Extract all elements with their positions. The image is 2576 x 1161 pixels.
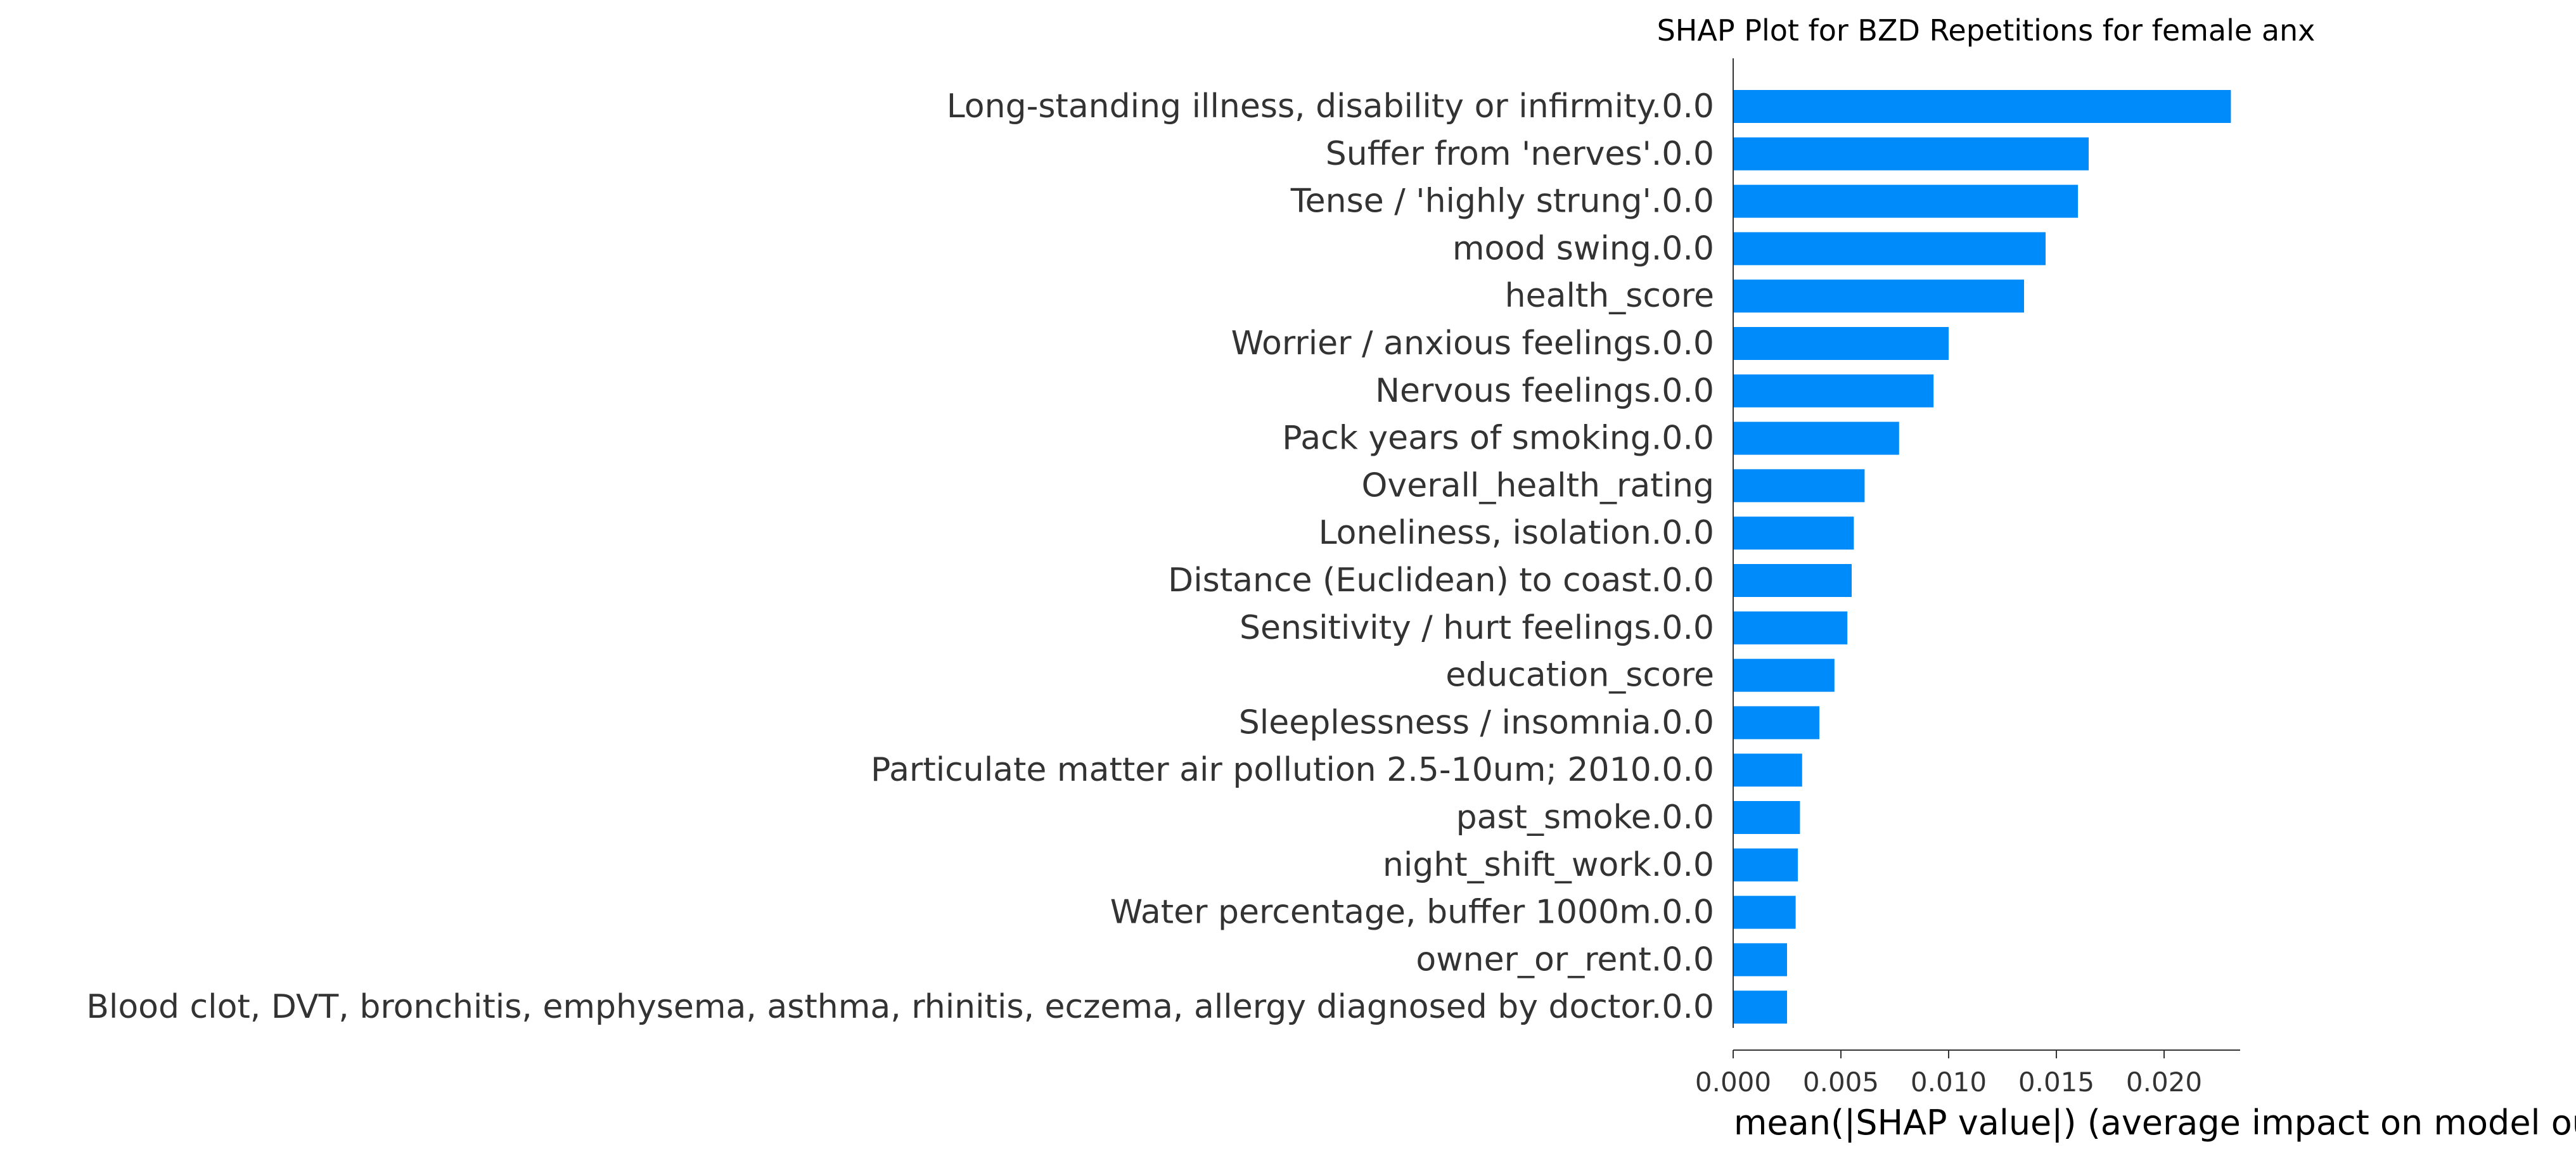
x-tick-label: 0.020: [2126, 1067, 2202, 1098]
category-label: Blood clot, DVT, bronchitis, emphysema, …: [86, 988, 1714, 1026]
category-labels: Long-standing illness, disability or inf…: [86, 87, 1714, 1026]
category-label: Sensitivity / hurt feelings.0.0: [1240, 609, 1714, 647]
category-label: Distance (Euclidean) to coast.0.0: [1168, 561, 1714, 600]
bar: [1733, 279, 2024, 313]
bar: [1733, 706, 1819, 740]
bar: [1733, 754, 1802, 787]
category-label: Water percentage, buffer 1000m.0.0: [1110, 894, 1714, 932]
bar: [1733, 895, 1796, 929]
category-label: Sleeplessness / insomnia.0.0: [1239, 703, 1714, 741]
x-tick-label: 0.010: [1911, 1067, 1987, 1098]
bar: [1733, 327, 1949, 360]
bar: [1733, 469, 1865, 503]
category-label: Long-standing illness, disability or inf…: [947, 87, 1714, 125]
bar: [1733, 611, 1848, 645]
category-label: night_shift_work.0.0: [1383, 846, 1714, 884]
bar: [1733, 991, 1787, 1024]
chart-title: SHAP Plot for BZD Repetitions for female…: [1657, 13, 2316, 48]
bar: [1733, 658, 1835, 692]
bar: [1733, 801, 1800, 834]
category-label: Suffer from 'nerves'.0.0: [1326, 135, 1714, 173]
bar: [1733, 184, 2078, 218]
category-label: health_score: [1505, 277, 1714, 315]
bar: [1733, 943, 1787, 977]
category-label: Tense / 'highly strung'.0.0: [1290, 183, 1714, 221]
category-label: Pack years of smoking.0.0: [1282, 420, 1714, 458]
bar: [1733, 421, 1899, 455]
category-label: Overall_health_rating: [1362, 466, 1715, 504]
category-label: mood swing.0.0: [1452, 229, 1714, 267]
x-tick-label: 0.000: [1695, 1067, 1771, 1098]
category-label: Particulate matter air pollution 2.5-10u…: [871, 751, 1714, 789]
bar: [1733, 137, 2089, 170]
bar: [1733, 232, 2046, 266]
category-label: Loneliness, isolation.0.0: [1319, 514, 1714, 552]
category-label: Nervous feelings.0.0: [1375, 372, 1714, 410]
bar: [1733, 90, 2231, 123]
x-tick-label: 0.005: [1803, 1067, 1879, 1098]
bar: [1733, 516, 1854, 550]
x-axis-ticks: 0.000 0.005 0.010 0.015 0.020: [1695, 1050, 2202, 1098]
x-axis-label: mean(|SHAP value|) (average impact on mo…: [1734, 1103, 2576, 1143]
bar: [1733, 564, 1852, 597]
x-tick-label: 0.015: [2018, 1067, 2094, 1098]
category-label: owner_or_rent.0.0: [1416, 940, 1714, 978]
category-label: education_score: [1445, 657, 1714, 695]
category-label: past_smoke.0.0: [1456, 799, 1714, 837]
bars-layer: [1733, 90, 2231, 1024]
category-label: Worrier / anxious feelings.0.0: [1231, 324, 1714, 362]
bar: [1733, 848, 1798, 882]
bar: [1733, 374, 1934, 407]
